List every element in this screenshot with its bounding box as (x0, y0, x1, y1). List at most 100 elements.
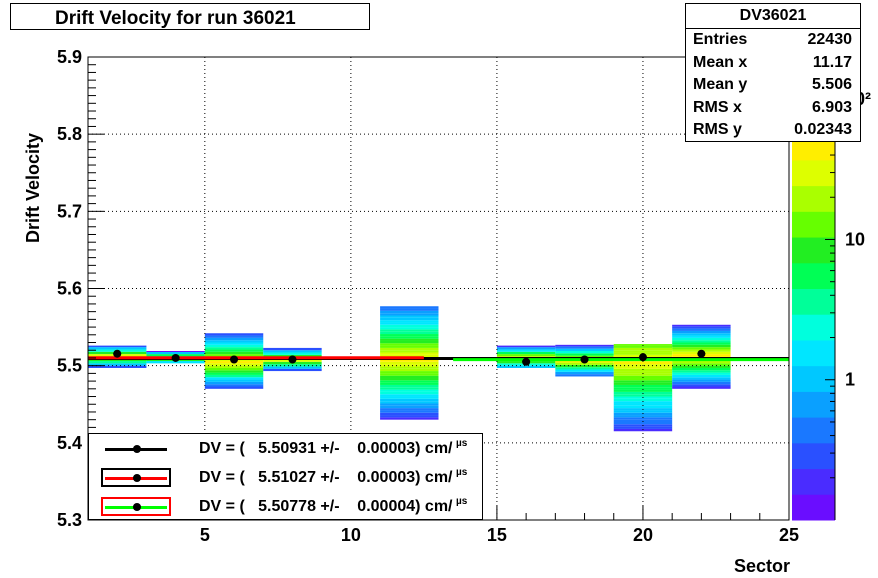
heatmap-bin (204, 365, 264, 368)
heatmap-bin (613, 361, 673, 365)
heatmap-bin (380, 340, 439, 344)
heatmap-bin (555, 371, 614, 375)
heatmap-bin (380, 331, 439, 335)
heatmap-bin (88, 365, 147, 368)
heatmap-bin (380, 398, 439, 402)
profile-point (697, 349, 706, 358)
heatmap-bin (380, 382, 439, 385)
heatmap-bin (204, 333, 264, 336)
heatmap-bin (555, 348, 614, 352)
legend-entry: DV = ( 5.50778 +/- 0.00004) cm/ µs (89, 493, 482, 521)
heatmap-bin (380, 343, 439, 346)
heatmap-bin (88, 347, 147, 350)
y-tick-label: 5.4 (57, 433, 82, 453)
heatmap-bin (613, 426, 673, 429)
heatmap-bin (204, 337, 264, 341)
heatmap-bin (380, 324, 439, 328)
heatmap-bin (263, 366, 322, 369)
heatmap-bin (380, 405, 439, 409)
heatmap-bin (204, 370, 264, 373)
heatmap-bin (204, 374, 264, 378)
heatmap-bin (380, 368, 439, 372)
heatmap-bin (672, 370, 731, 373)
heatmap-bin (204, 351, 264, 355)
heatmap-bin (380, 394, 439, 397)
heatmap-bin (380, 310, 439, 314)
heatmap-bin (88, 361, 147, 364)
heatmap-bin (672, 347, 731, 350)
heatmap-bin (204, 349, 264, 352)
heatmap-bin (380, 415, 439, 418)
heatmap-bin (204, 344, 264, 348)
heatmap-bin (204, 340, 264, 343)
palette-cell (792, 494, 835, 521)
heatmap-bin (672, 342, 731, 345)
y-axis-label: Drift Velocity (23, 133, 43, 243)
profile-point (522, 357, 531, 366)
heatmap-bin (380, 410, 439, 413)
heatmap-bin (613, 384, 673, 388)
heatmap-bin (672, 372, 731, 375)
heatmap-bin (380, 327, 439, 330)
heatmap-bin (380, 387, 439, 390)
heatmap-bin (380, 347, 439, 351)
heatmap-bin (380, 417, 439, 420)
heatmap-bin (380, 412, 439, 416)
heatmap-bin (263, 350, 322, 353)
heatmap-bin (613, 403, 673, 406)
heatmap-bin (555, 367, 614, 370)
x-axis-label: Sector (734, 556, 790, 576)
heatmap-bin (613, 371, 673, 374)
heatmap-bin (380, 408, 439, 411)
tick-labels: 5 10 15 20 25 5.3 5.4 5.5 5.6 5.7 5.8 5.9 (57, 47, 799, 545)
heatmap-bin (672, 377, 731, 380)
heatmap-bin (380, 320, 439, 323)
y-tick-label: 5.7 (57, 201, 82, 221)
heatmap-bin (672, 330, 731, 334)
profile-point (113, 349, 122, 358)
heatmap-bin (380, 375, 439, 379)
heatmap-bin (613, 373, 673, 376)
heatmap-bin (380, 317, 439, 321)
heatmap-bin (380, 361, 439, 365)
heatmap-bin (613, 378, 673, 381)
heatmap-bin (380, 373, 439, 376)
heatmap-bin (380, 322, 439, 325)
heatmap-bin (672, 337, 731, 341)
heatmap-bin (496, 347, 556, 350)
heatmap-bin (613, 417, 673, 420)
heatmap-bin (496, 354, 556, 357)
palette-cell (792, 417, 835, 444)
heatmap-bin (88, 363, 147, 366)
y-tick-label: 5.6 (57, 279, 82, 299)
palette-tick-label: 10 (845, 229, 865, 249)
heatmap-bin (380, 313, 439, 316)
heatmap-bin (380, 359, 439, 362)
legend-entry: DV = ( 5.50931 +/- 0.00003) cm/ µs (89, 435, 482, 463)
heatmap-bin (672, 379, 731, 382)
palette-cell (792, 159, 835, 187)
stats-row: Mean y 5.506 (693, 76, 852, 94)
heatmap-bin (613, 345, 673, 348)
heatmap-bin (555, 346, 614, 349)
legend-unit: µs (456, 467, 468, 478)
heatmap-bin (613, 375, 673, 379)
heatmap-bin (613, 405, 673, 409)
palette-cell (792, 365, 835, 392)
heatmap-bin (380, 315, 439, 318)
palette-cell (792, 262, 835, 289)
heatmap-bin (496, 365, 556, 368)
stats-title: DV36021 (686, 4, 860, 29)
chart-title: Drift Velocity for run 36021 (55, 8, 296, 29)
heatmap-bin (204, 379, 264, 382)
heatmap-bin (672, 324, 731, 327)
profile-point (638, 353, 647, 362)
heatmap-bin (555, 344, 614, 347)
legend-swatch (101, 439, 171, 458)
heatmap-bin (88, 345, 147, 348)
heatmap-bin (380, 345, 439, 348)
heatmap-bin (380, 401, 439, 404)
heatmap-bin (496, 349, 556, 352)
heatmap-bin (672, 367, 731, 371)
